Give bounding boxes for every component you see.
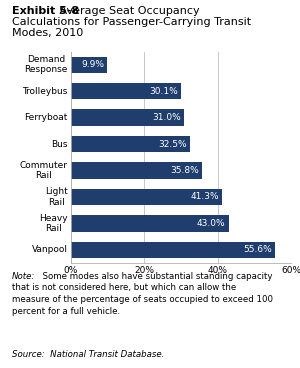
Text: 41.3%: 41.3% — [191, 192, 219, 202]
Bar — [70, 136, 190, 152]
Text: Exhibit 5-8: Exhibit 5-8 — [12, 6, 79, 15]
Bar — [70, 189, 222, 205]
Text: percent for a full vehicle.: percent for a full vehicle. — [12, 307, 120, 316]
Text: 31.0%: 31.0% — [153, 113, 181, 122]
Bar — [70, 57, 107, 73]
Bar — [70, 83, 181, 99]
Text: Modes, 2010: Modes, 2010 — [12, 28, 83, 38]
Text: that is not considered here, but which can allow the: that is not considered here, but which c… — [12, 283, 236, 292]
Bar — [70, 162, 202, 179]
Text: 9.9%: 9.9% — [81, 60, 104, 69]
Text: 55.6%: 55.6% — [243, 245, 272, 254]
Text: Note:: Note: — [12, 272, 35, 280]
Text: Average Seat Occupancy: Average Seat Occupancy — [56, 6, 200, 15]
Text: 35.8%: 35.8% — [170, 166, 199, 175]
Text: 43.0%: 43.0% — [197, 219, 226, 228]
Text: 32.5%: 32.5% — [158, 139, 187, 149]
Bar — [70, 215, 229, 231]
Bar — [70, 109, 184, 126]
Text: Calculations for Passenger-Carrying Transit: Calculations for Passenger-Carrying Tran… — [12, 17, 251, 27]
Text: 30.1%: 30.1% — [149, 87, 178, 96]
Text: Some modes also have substantial standing capacity: Some modes also have substantial standin… — [37, 272, 272, 280]
Bar — [70, 242, 275, 258]
Text: measure of the percentage of seats occupied to exceed 100: measure of the percentage of seats occup… — [12, 295, 273, 304]
Text: Source:  National Transit Database.: Source: National Transit Database. — [12, 350, 164, 359]
